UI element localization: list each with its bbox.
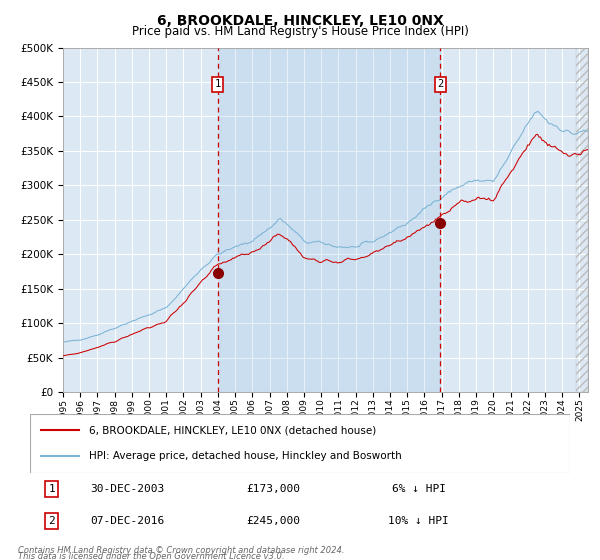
Text: This data is licensed under the Open Government Licence v3.0.: This data is licensed under the Open Gov… bbox=[18, 552, 284, 560]
Text: £245,000: £245,000 bbox=[246, 516, 300, 526]
Bar bbox=[218, 48, 440, 392]
Text: £173,000: £173,000 bbox=[246, 484, 300, 494]
Text: 6, BROOKDALE, HINCKLEY, LE10 0NX: 6, BROOKDALE, HINCKLEY, LE10 0NX bbox=[157, 14, 443, 28]
Text: 6, BROOKDALE, HINCKLEY, LE10 0NX (detached house): 6, BROOKDALE, HINCKLEY, LE10 0NX (detach… bbox=[89, 425, 377, 435]
Text: 1: 1 bbox=[48, 484, 55, 494]
Text: 6% ↓ HPI: 6% ↓ HPI bbox=[392, 484, 446, 494]
Text: 30-DEC-2003: 30-DEC-2003 bbox=[90, 484, 164, 494]
Text: 2: 2 bbox=[48, 516, 55, 526]
Text: 2: 2 bbox=[437, 79, 443, 89]
FancyBboxPatch shape bbox=[30, 414, 570, 473]
Text: 1: 1 bbox=[215, 79, 221, 89]
Text: Price paid vs. HM Land Registry's House Price Index (HPI): Price paid vs. HM Land Registry's House … bbox=[131, 25, 469, 38]
Text: 10% ↓ HPI: 10% ↓ HPI bbox=[388, 516, 449, 526]
Text: Contains HM Land Registry data © Crown copyright and database right 2024.: Contains HM Land Registry data © Crown c… bbox=[18, 545, 344, 555]
Text: HPI: Average price, detached house, Hinckley and Bosworth: HPI: Average price, detached house, Hinc… bbox=[89, 451, 402, 460]
Text: 07-DEC-2016: 07-DEC-2016 bbox=[90, 516, 164, 526]
